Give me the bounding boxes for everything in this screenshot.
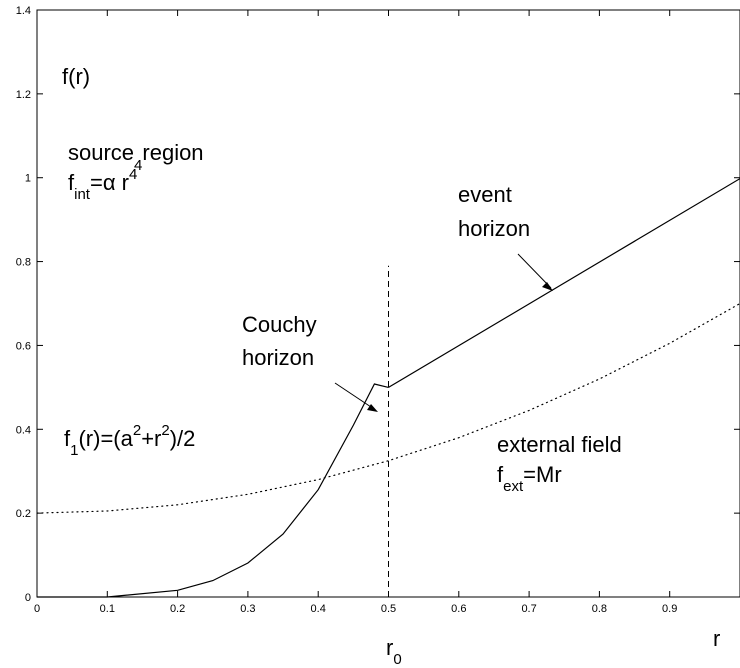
x-tick-label: 0.7 — [521, 603, 536, 615]
tick-layer: 0 0.1 0.2 0.3 0.4 0.5 0.6 0.7 0.8 0.9 0 0.2 0.4 0.6 0.… — [16, 5, 740, 615]
x-tick-label: 0.3 — [240, 603, 255, 615]
x-tick-label: 0.2 — [170, 603, 185, 615]
y-tick-label: 0.6 — [16, 340, 31, 352]
event-horizon-arrow — [517, 253, 552, 289]
y-tick-label: 1.4 — [16, 5, 31, 17]
y-tick-label: 0 — [25, 592, 31, 604]
x-tick-label: 0.1 — [100, 603, 115, 615]
plot-frame — [36, 9, 740, 598]
couchy-horizon-label-1: Couchy — [242, 312, 317, 337]
x-axis-label: r — [713, 626, 720, 651]
y-tick-label: 1 — [25, 173, 31, 185]
f-ext-formula: fext=Mr — [497, 462, 562, 495]
event-horizon-arrowhead — [542, 282, 553, 291]
y-tick-label: 0.2 — [16, 508, 31, 520]
x-tick-label: 0.9 — [662, 603, 677, 615]
x-tick-label: 0.8 — [592, 603, 607, 615]
couchy-horizon-arrowhead — [367, 404, 378, 412]
curve-layer — [36, 178, 740, 598]
y-tick-label: 0.8 — [16, 257, 31, 269]
y-tick-label: 0.4 — [16, 424, 31, 436]
x-tick-label: 0.5 — [381, 603, 396, 615]
x-tick-label: 0.4 — [311, 603, 326, 615]
couchy-horizon-arrow — [334, 382, 375, 410]
exterior-solid-line — [388, 178, 740, 388]
y-axis-label: f(r) — [62, 64, 90, 89]
event-horizon-label-2: horizon — [458, 216, 530, 241]
f1-formula: f1(r)=(a2+r2)/2 — [64, 422, 195, 459]
y-tick-label: 1.2 — [16, 89, 31, 101]
x-tick-label: 0 — [34, 603, 40, 615]
r0-label: r0 — [386, 635, 402, 668]
source-region-label: source4region — [68, 140, 204, 174]
event-horizon-label-1: event — [458, 182, 512, 207]
source-subscript: 4 — [134, 157, 142, 174]
interior-solid-curve — [107, 383, 389, 598]
source-word: source — [68, 140, 134, 165]
couchy-horizon-label-2: horizon — [242, 345, 314, 370]
x-tick-label: 0.6 — [451, 603, 466, 615]
f-int-formula: fint=α r4 — [68, 166, 137, 203]
region-word: region — [142, 140, 203, 165]
external-field-label: external field — [497, 432, 622, 457]
